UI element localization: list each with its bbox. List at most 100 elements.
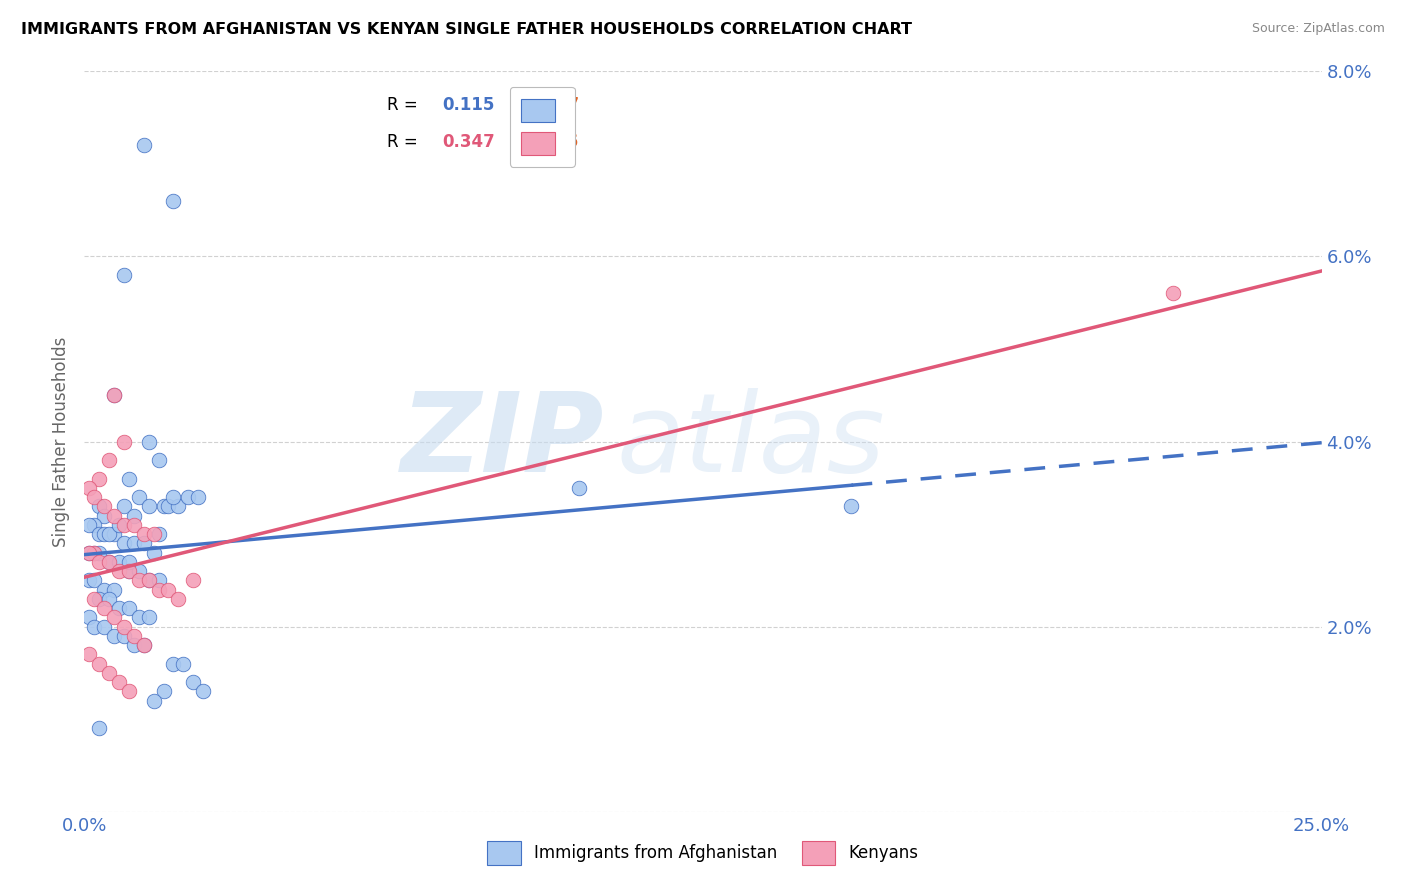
Point — [142, 694, 165, 708]
Point — [187, 490, 209, 504]
Point — [112, 536, 135, 550]
Point — [79, 648, 101, 662]
Point — [93, 619, 115, 633]
Point — [128, 564, 150, 578]
Point — [89, 722, 111, 736]
Legend: , : , — [509, 87, 575, 167]
Point — [132, 527, 155, 541]
Point — [162, 657, 184, 671]
Point — [98, 665, 121, 680]
Point — [142, 545, 165, 560]
Point — [89, 472, 111, 486]
Point — [148, 574, 170, 588]
Point — [79, 545, 101, 560]
Point — [103, 610, 125, 624]
Point — [118, 472, 141, 486]
Point — [157, 582, 180, 597]
Point — [138, 574, 160, 588]
Y-axis label: Single Father Households: Single Father Households — [52, 336, 70, 547]
Point — [132, 638, 155, 652]
Point — [112, 517, 135, 532]
Point — [83, 619, 105, 633]
Point — [93, 508, 115, 523]
Point — [162, 490, 184, 504]
Point — [112, 619, 135, 633]
Point — [841, 500, 863, 514]
Point — [79, 481, 101, 495]
Point — [138, 610, 160, 624]
Legend: Immigrants from Afghanistan, Kenyans: Immigrants from Afghanistan, Kenyans — [477, 831, 929, 875]
Point — [79, 517, 101, 532]
Point — [83, 517, 105, 532]
Point — [112, 268, 135, 282]
Point — [103, 508, 125, 523]
Point — [79, 545, 101, 560]
Point — [108, 601, 131, 615]
Point — [112, 434, 135, 449]
Point — [128, 610, 150, 624]
Point — [122, 629, 145, 643]
Point — [79, 574, 101, 588]
Point — [89, 591, 111, 606]
Point — [148, 453, 170, 467]
Point — [118, 601, 141, 615]
Point — [191, 684, 214, 698]
Point — [132, 638, 155, 652]
Point — [118, 564, 141, 578]
Point — [103, 388, 125, 402]
Text: atlas: atlas — [616, 388, 884, 495]
Point — [112, 500, 135, 514]
Point — [89, 555, 111, 569]
Point — [138, 574, 160, 588]
Point — [89, 545, 111, 560]
Point — [118, 555, 141, 569]
Point — [167, 500, 190, 514]
Point — [142, 527, 165, 541]
Point — [108, 564, 131, 578]
Point — [138, 434, 160, 449]
Point — [138, 500, 160, 514]
Text: 0.115: 0.115 — [441, 95, 495, 113]
Point — [79, 610, 101, 624]
Text: N =: N = — [512, 133, 548, 151]
Point — [152, 684, 174, 698]
Point — [118, 564, 141, 578]
Point — [132, 536, 155, 550]
Point — [128, 574, 150, 588]
Point — [122, 517, 145, 532]
Text: R =: R = — [388, 133, 423, 151]
Point — [98, 591, 121, 606]
Text: 36: 36 — [555, 133, 579, 151]
Point — [93, 500, 115, 514]
Point — [122, 508, 145, 523]
Point — [103, 629, 125, 643]
Point — [98, 555, 121, 569]
Point — [93, 601, 115, 615]
Point — [89, 500, 111, 514]
Point — [152, 500, 174, 514]
Point — [98, 527, 121, 541]
Point — [103, 527, 125, 541]
Point — [172, 657, 194, 671]
Text: ZIP: ZIP — [401, 388, 605, 495]
Point — [157, 500, 180, 514]
Point — [83, 574, 105, 588]
Point — [103, 388, 125, 402]
Text: IMMIGRANTS FROM AFGHANISTAN VS KENYAN SINGLE FATHER HOUSEHOLDS CORRELATION CHART: IMMIGRANTS FROM AFGHANISTAN VS KENYAN SI… — [21, 22, 912, 37]
Point — [181, 675, 204, 690]
Point — [83, 545, 105, 560]
Point — [118, 684, 141, 698]
Point — [122, 536, 145, 550]
Point — [89, 527, 111, 541]
Point — [83, 545, 105, 560]
Point — [83, 591, 105, 606]
Point — [128, 490, 150, 504]
Point — [83, 490, 105, 504]
Point — [132, 138, 155, 153]
Point — [167, 591, 190, 606]
Text: 0.347: 0.347 — [441, 133, 495, 151]
Point — [93, 582, 115, 597]
Point — [181, 574, 204, 588]
Text: Source: ZipAtlas.com: Source: ZipAtlas.com — [1251, 22, 1385, 36]
Point — [108, 555, 131, 569]
